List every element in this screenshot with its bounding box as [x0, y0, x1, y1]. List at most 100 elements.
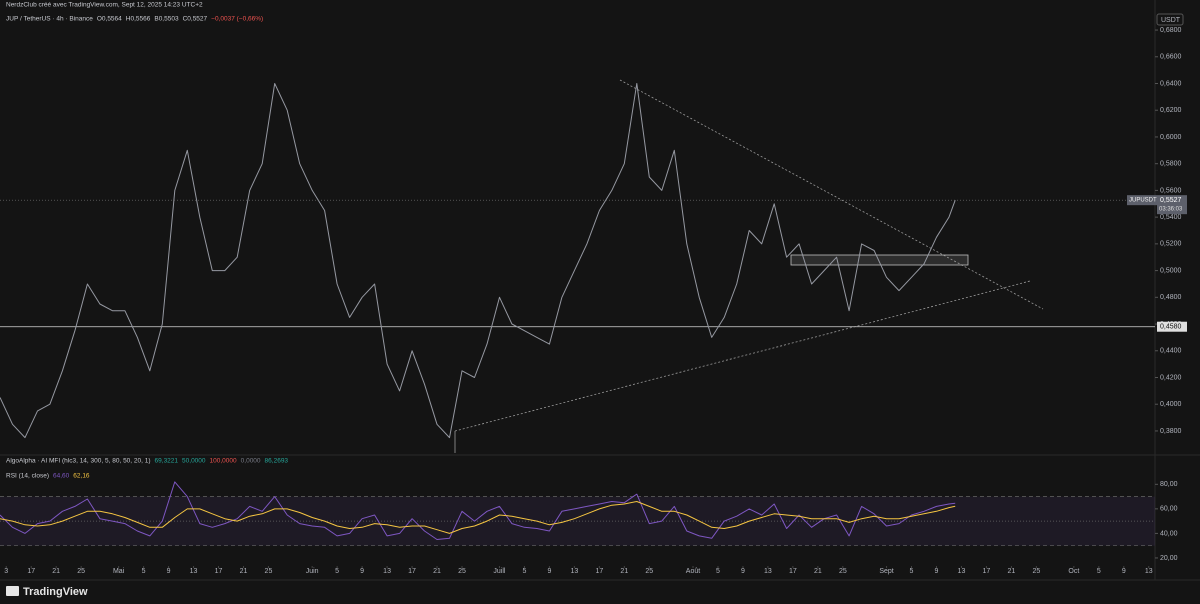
- price-tag-label: 0,4580: [1160, 324, 1182, 331]
- ohlc-value: H0,5566: [126, 16, 151, 23]
- y-tick-label: 0,4200: [1160, 374, 1182, 381]
- x-tick-label: 5: [142, 568, 146, 575]
- logo: [6, 586, 19, 596]
- x-tick-label: 21: [240, 568, 248, 575]
- indicator-value: 86,2693: [265, 458, 289, 465]
- symbol: JUP / TetherUS · 4h · Binance: [6, 16, 93, 23]
- x-tick-label: 17: [27, 568, 35, 575]
- x-tick-label: Juill: [493, 568, 506, 575]
- y-tick-label: 0,5800: [1160, 161, 1182, 168]
- x-tick-label: 25: [77, 568, 85, 575]
- x-tick-label: 9: [741, 568, 745, 575]
- x-tick-label: 17: [215, 568, 223, 575]
- x-tick-label: 17: [983, 568, 991, 575]
- x-tick-label: 21: [52, 568, 60, 575]
- brand: TradingView: [23, 586, 88, 598]
- price-tag-label: 0,5527: [1160, 197, 1182, 204]
- x-tick-label: Oct: [1068, 568, 1079, 575]
- x-tick-label: 21: [433, 568, 441, 575]
- indicator-name: AlgoAlpha · AI MFI (hlc3, 14, 300, 5, 80…: [6, 458, 151, 465]
- x-tick-label: 5: [522, 568, 526, 575]
- trendline: [454, 280, 1031, 432]
- y-tick-label: 40,00: [1160, 530, 1178, 537]
- x-tick-label: 25: [839, 568, 847, 575]
- x-tick-label: 13: [1145, 568, 1153, 575]
- indicator-value: 0,0000: [241, 458, 261, 465]
- x-tick-label: 25: [458, 568, 466, 575]
- y-tick-label: 0,4400: [1160, 348, 1182, 355]
- x-tick-label: 17: [789, 568, 797, 575]
- x-tick-label: Sept: [879, 568, 893, 575]
- symbol-header: JUP / TetherUS · 4h · Binance O0,5564 H0,5…: [6, 16, 263, 23]
- ohlc-value: C0,5527: [183, 16, 208, 23]
- x-tick-label: 17: [595, 568, 603, 575]
- y-tick-label: 0,4800: [1160, 294, 1182, 301]
- currency: USDT: [1161, 17, 1181, 24]
- x-tick-label: 13: [764, 568, 772, 575]
- rsi-legend-value: 62,16: [73, 473, 90, 480]
- y-tick-label: 0,6200: [1160, 107, 1182, 114]
- x-tick-label: 13: [383, 568, 391, 575]
- x-tick-label: 17: [408, 568, 416, 575]
- currency-box: [1156, 13, 1184, 26]
- rsi-title: RSI (14, close): [6, 473, 49, 480]
- x-tick-label: 5: [716, 568, 720, 575]
- y-tick-label: 0,6000: [1160, 134, 1182, 141]
- x-tick-label: 9: [1122, 568, 1126, 575]
- x-tick-label: 9: [935, 568, 939, 575]
- ohlc-value: −0,0037 (−0,66%): [211, 16, 263, 23]
- y-tick-label: 0,5000: [1160, 267, 1182, 274]
- rsi-legend: RSI (14, close) 64,60 62,16: [6, 473, 90, 480]
- x-tick-label: 25: [1032, 568, 1040, 575]
- x-tick-label: Août: [686, 568, 700, 575]
- x-tick-label: 5: [910, 568, 914, 575]
- y-tick-label: 60,00: [1160, 506, 1178, 513]
- price-tag: [1157, 195, 1187, 215]
- y-tick-label: 0,5200: [1160, 241, 1182, 248]
- pane: 0,38000,40000,42000,44000,46000,48000,50…: [0, 13, 1187, 439]
- x-tick-label: 3: [4, 568, 8, 575]
- symbol-tag: [1127, 195, 1157, 206]
- x-tick-label: Mai: [113, 568, 125, 575]
- x-tick-label: 21: [620, 568, 628, 575]
- x-tick-label: 9: [547, 568, 551, 575]
- x-tick-label: 5: [1097, 568, 1101, 575]
- y-tick-label: 0,4000: [1160, 401, 1182, 408]
- x-tick-label: Juin: [306, 568, 319, 575]
- y-tick-label: 0,5600: [1160, 187, 1182, 194]
- rsi-legend-value: 64,60: [53, 473, 70, 480]
- credit: NerdzClub créé avec TradingView.com, Sep…: [6, 2, 203, 9]
- trendline: [619, 79, 1044, 310]
- x-tick-label: 5: [335, 568, 339, 575]
- x-tick-label: 13: [958, 568, 966, 575]
- y-tick-label: 0,6800: [1160, 27, 1182, 34]
- zone: [790, 254, 969, 266]
- pane: 20,00 40,00 60,00 80,00 3 17 21 25 Mai 5 9 13 17 21 25…: [0, 473, 1178, 575]
- y-tick-label: 0,6600: [1160, 54, 1182, 61]
- x-tick-label: 9: [360, 568, 364, 575]
- ohlc-value: B0,5503: [154, 16, 179, 23]
- x-tick-label: 25: [645, 568, 653, 575]
- price-tag: [1157, 321, 1187, 332]
- x-tick-label: 9: [167, 568, 171, 575]
- indicator-value: 50,0000: [182, 458, 206, 465]
- indicator-value: 100,0000: [210, 458, 237, 465]
- x-tick-label: 21: [1008, 568, 1016, 575]
- price-line: [0, 83, 956, 439]
- indicator-value: 69,3221: [155, 458, 179, 465]
- x-tick-label: 21: [814, 568, 822, 575]
- rsi-line: [0, 501, 956, 534]
- x-tick-label: 13: [570, 568, 578, 575]
- y-tick-label: 80,00: [1160, 481, 1178, 488]
- footer: [0, 580, 1200, 604]
- y-tick-label: 0,5400: [1160, 214, 1182, 221]
- y-tick-label: 0,3800: [1160, 428, 1182, 435]
- y-tick-label: 0,6400: [1160, 80, 1182, 87]
- countdown: 03:36:03: [1159, 207, 1183, 213]
- indicator-legend: AlgoAlpha · AI MFI (hlc3, 14, 300, 5, 80…: [6, 458, 288, 465]
- x-tick-label: 13: [190, 568, 198, 575]
- x-tick-label: 25: [265, 568, 273, 575]
- symbol-tag-label: JUPUSDT: [1129, 198, 1157, 204]
